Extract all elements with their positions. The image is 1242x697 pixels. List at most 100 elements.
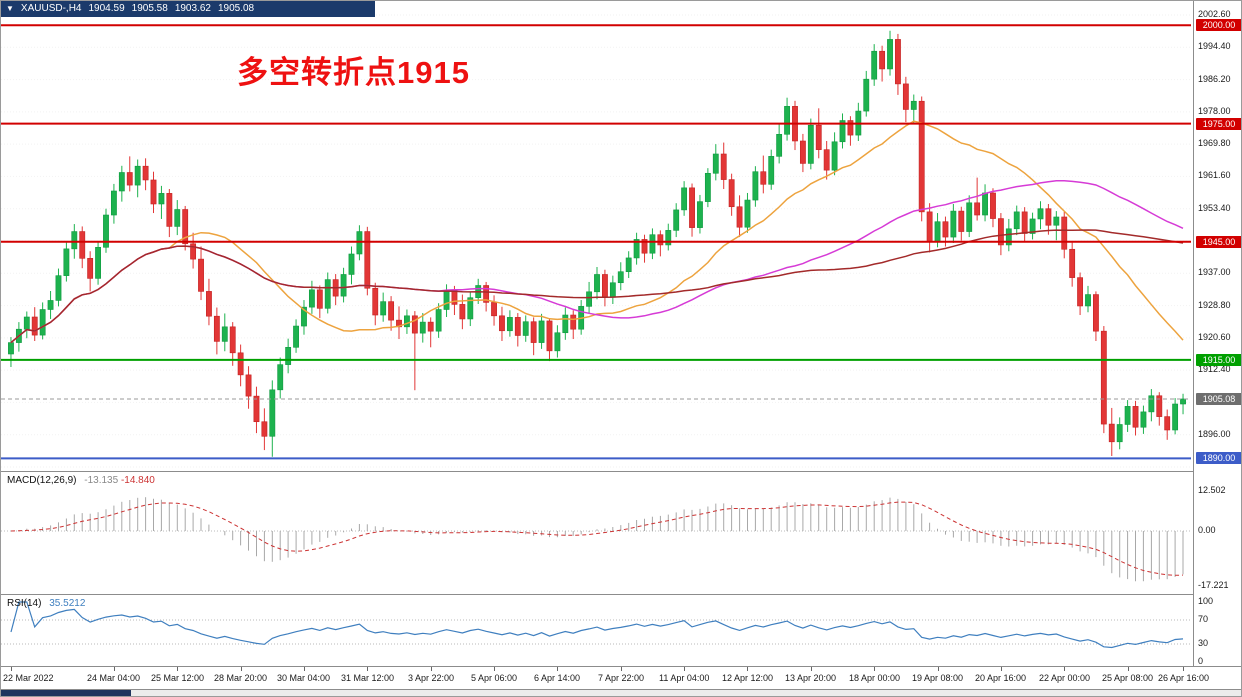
time-label: 19 Apr 08:00	[912, 673, 964, 683]
time-tick	[114, 667, 115, 671]
time-label: 5 Apr 06:00	[471, 673, 518, 683]
ma-mid-line	[10, 179, 1184, 344]
quote-low: 1903.62	[174, 3, 211, 14]
time-label: 31 Mar 12:00	[341, 673, 395, 683]
rsi-level-lines	[1, 619, 1191, 645]
quote-close: 1905.08	[217, 3, 255, 14]
time-tick	[747, 667, 748, 671]
macd-panel[interactable]	[1, 471, 1193, 594]
price-tick: 1953.40	[1198, 202, 1231, 213]
time-label: 30 Mar 04:00	[277, 673, 331, 683]
price-tick: 1937.00	[1198, 267, 1231, 278]
time-axis[interactable]: 22 Mar 2022 24 Mar 04:00 25 Mar 12:00 28 Ma…	[1, 666, 1241, 689]
price-tick: 1920.60	[1198, 331, 1231, 342]
rsi-axis: 100 70 30 0	[1193, 594, 1241, 666]
price-tick: 1994.40	[1198, 41, 1231, 52]
price-tick: 1928.80	[1198, 299, 1231, 310]
quote-open: 1904.59	[88, 3, 125, 14]
panel-separator	[1, 689, 1241, 690]
time-label: 28 Mar 20:00	[214, 673, 268, 683]
ma-slow-line	[10, 229, 1184, 344]
scrollbar-track[interactable]	[1, 689, 1241, 696]
macd-tick: 12.502	[1198, 485, 1226, 496]
price-tick: 1912.40	[1198, 364, 1231, 375]
price-tick: 1978.00	[1198, 105, 1231, 116]
time-tick	[494, 667, 495, 671]
time-tick	[177, 667, 178, 671]
time-label: 26 Apr 16:00	[1158, 673, 1210, 683]
time-label: 20 Apr 16:00	[975, 673, 1027, 683]
price-level-badge: 1975.00	[1196, 117, 1241, 130]
time-tick	[11, 667, 12, 671]
time-label: 25 Apr 08:00	[1102, 673, 1154, 683]
time-tick	[304, 667, 305, 671]
symbol-timeframe: XAUUSD-,H4	[20, 3, 82, 14]
price-tick: 1969.80	[1198, 138, 1231, 149]
macd-signal-line	[10, 501, 1184, 576]
time-tick	[811, 667, 812, 671]
time-label: 7 Apr 22:00	[598, 673, 645, 683]
time-label: 22 Apr 00:00	[1039, 673, 1091, 683]
panel-separator	[1, 666, 1241, 667]
panel-separator[interactable]	[1, 471, 1241, 472]
price-tick: 1986.20	[1198, 73, 1231, 84]
macd-signal-value: -14.840	[120, 475, 155, 486]
time-label: 24 Mar 04:00	[87, 673, 141, 683]
rsi-name: RSI(14)	[7, 598, 42, 609]
price-tick: 1896.00	[1198, 428, 1231, 439]
time-tick	[874, 667, 875, 671]
time-label: 12 Apr 12:00	[722, 673, 774, 683]
price-tick: 1961.60	[1198, 170, 1231, 181]
panel-separator[interactable]	[1, 594, 1241, 595]
time-label: 25 Mar 12:00	[151, 673, 205, 683]
chart-title-bar[interactable]: ▼ XAUUSD-,H4 1904.59 1905.58 1903.62 190…	[1, 1, 375, 17]
macd-name: MACD(12,26,9)	[7, 475, 77, 486]
time-label: 18 Apr 00:00	[849, 673, 901, 683]
time-tick	[241, 667, 242, 671]
quote-high: 1905.58	[131, 3, 168, 14]
time-tick	[367, 667, 368, 671]
time-tick	[621, 667, 622, 671]
macd-tick: -17.221	[1198, 580, 1229, 591]
time-label: 13 Apr 20:00	[785, 673, 837, 683]
price-level-lines	[1, 24, 1191, 460]
time-tick	[1183, 667, 1184, 671]
time-label: 22 Mar 2022	[3, 673, 54, 683]
rsi-tick: 30	[1198, 638, 1209, 648]
current-price-badge: 1905.08	[1196, 392, 1241, 405]
ma-fast-line	[10, 120, 1184, 344]
annotation-text: 多空转折点1915	[237, 55, 470, 90]
price-level-badge: 1945.00	[1196, 235, 1241, 248]
price-level-badge: 1890.00	[1196, 452, 1241, 465]
time-label: 6 Apr 14:00	[534, 673, 581, 683]
macd-tick: 0.00	[1198, 525, 1216, 535]
price-axis: 2002.60 1994.40 1986.20 1978.00 1969.80 1961.…	[1193, 1, 1241, 471]
time-tick	[1128, 667, 1129, 671]
price-chart-panel[interactable]	[1, 1, 1193, 471]
time-tick	[1064, 667, 1065, 671]
time-label: 11 Apr 04:00	[659, 673, 710, 683]
macd-main-value: -13.135	[84, 475, 119, 486]
collapse-icon[interactable]: ▼	[6, 4, 14, 13]
time-label: 3 Apr 22:00	[408, 673, 455, 683]
rsi-tick: 0	[1198, 656, 1204, 666]
candles-layer	[8, 30, 1186, 457]
price-level-badge: 1915.00	[1196, 353, 1241, 366]
rsi-value: 35.5212	[49, 598, 86, 609]
price-tick: 2002.60	[1198, 9, 1231, 19]
macd-histogram	[18, 497, 1184, 582]
time-tick	[938, 667, 939, 671]
rsi-tick: 70	[1198, 614, 1209, 624]
time-tick	[431, 667, 432, 671]
macd-label: MACD(12,26,9) -13.135 -14.840	[7, 475, 155, 486]
time-tick	[1001, 667, 1002, 671]
scrollbar-thumb[interactable]	[1, 690, 131, 696]
price-level-badge: 2000.00	[1196, 19, 1241, 32]
rsi-tick: 100	[1198, 596, 1214, 606]
time-tick	[684, 667, 685, 671]
rsi-label: RSI(14) 35.5212	[7, 598, 85, 609]
macd-axis: 12.502 0.00 -17.221	[1193, 471, 1241, 594]
rsi-panel[interactable]	[1, 594, 1193, 666]
moving-average-lines	[10, 120, 1184, 344]
